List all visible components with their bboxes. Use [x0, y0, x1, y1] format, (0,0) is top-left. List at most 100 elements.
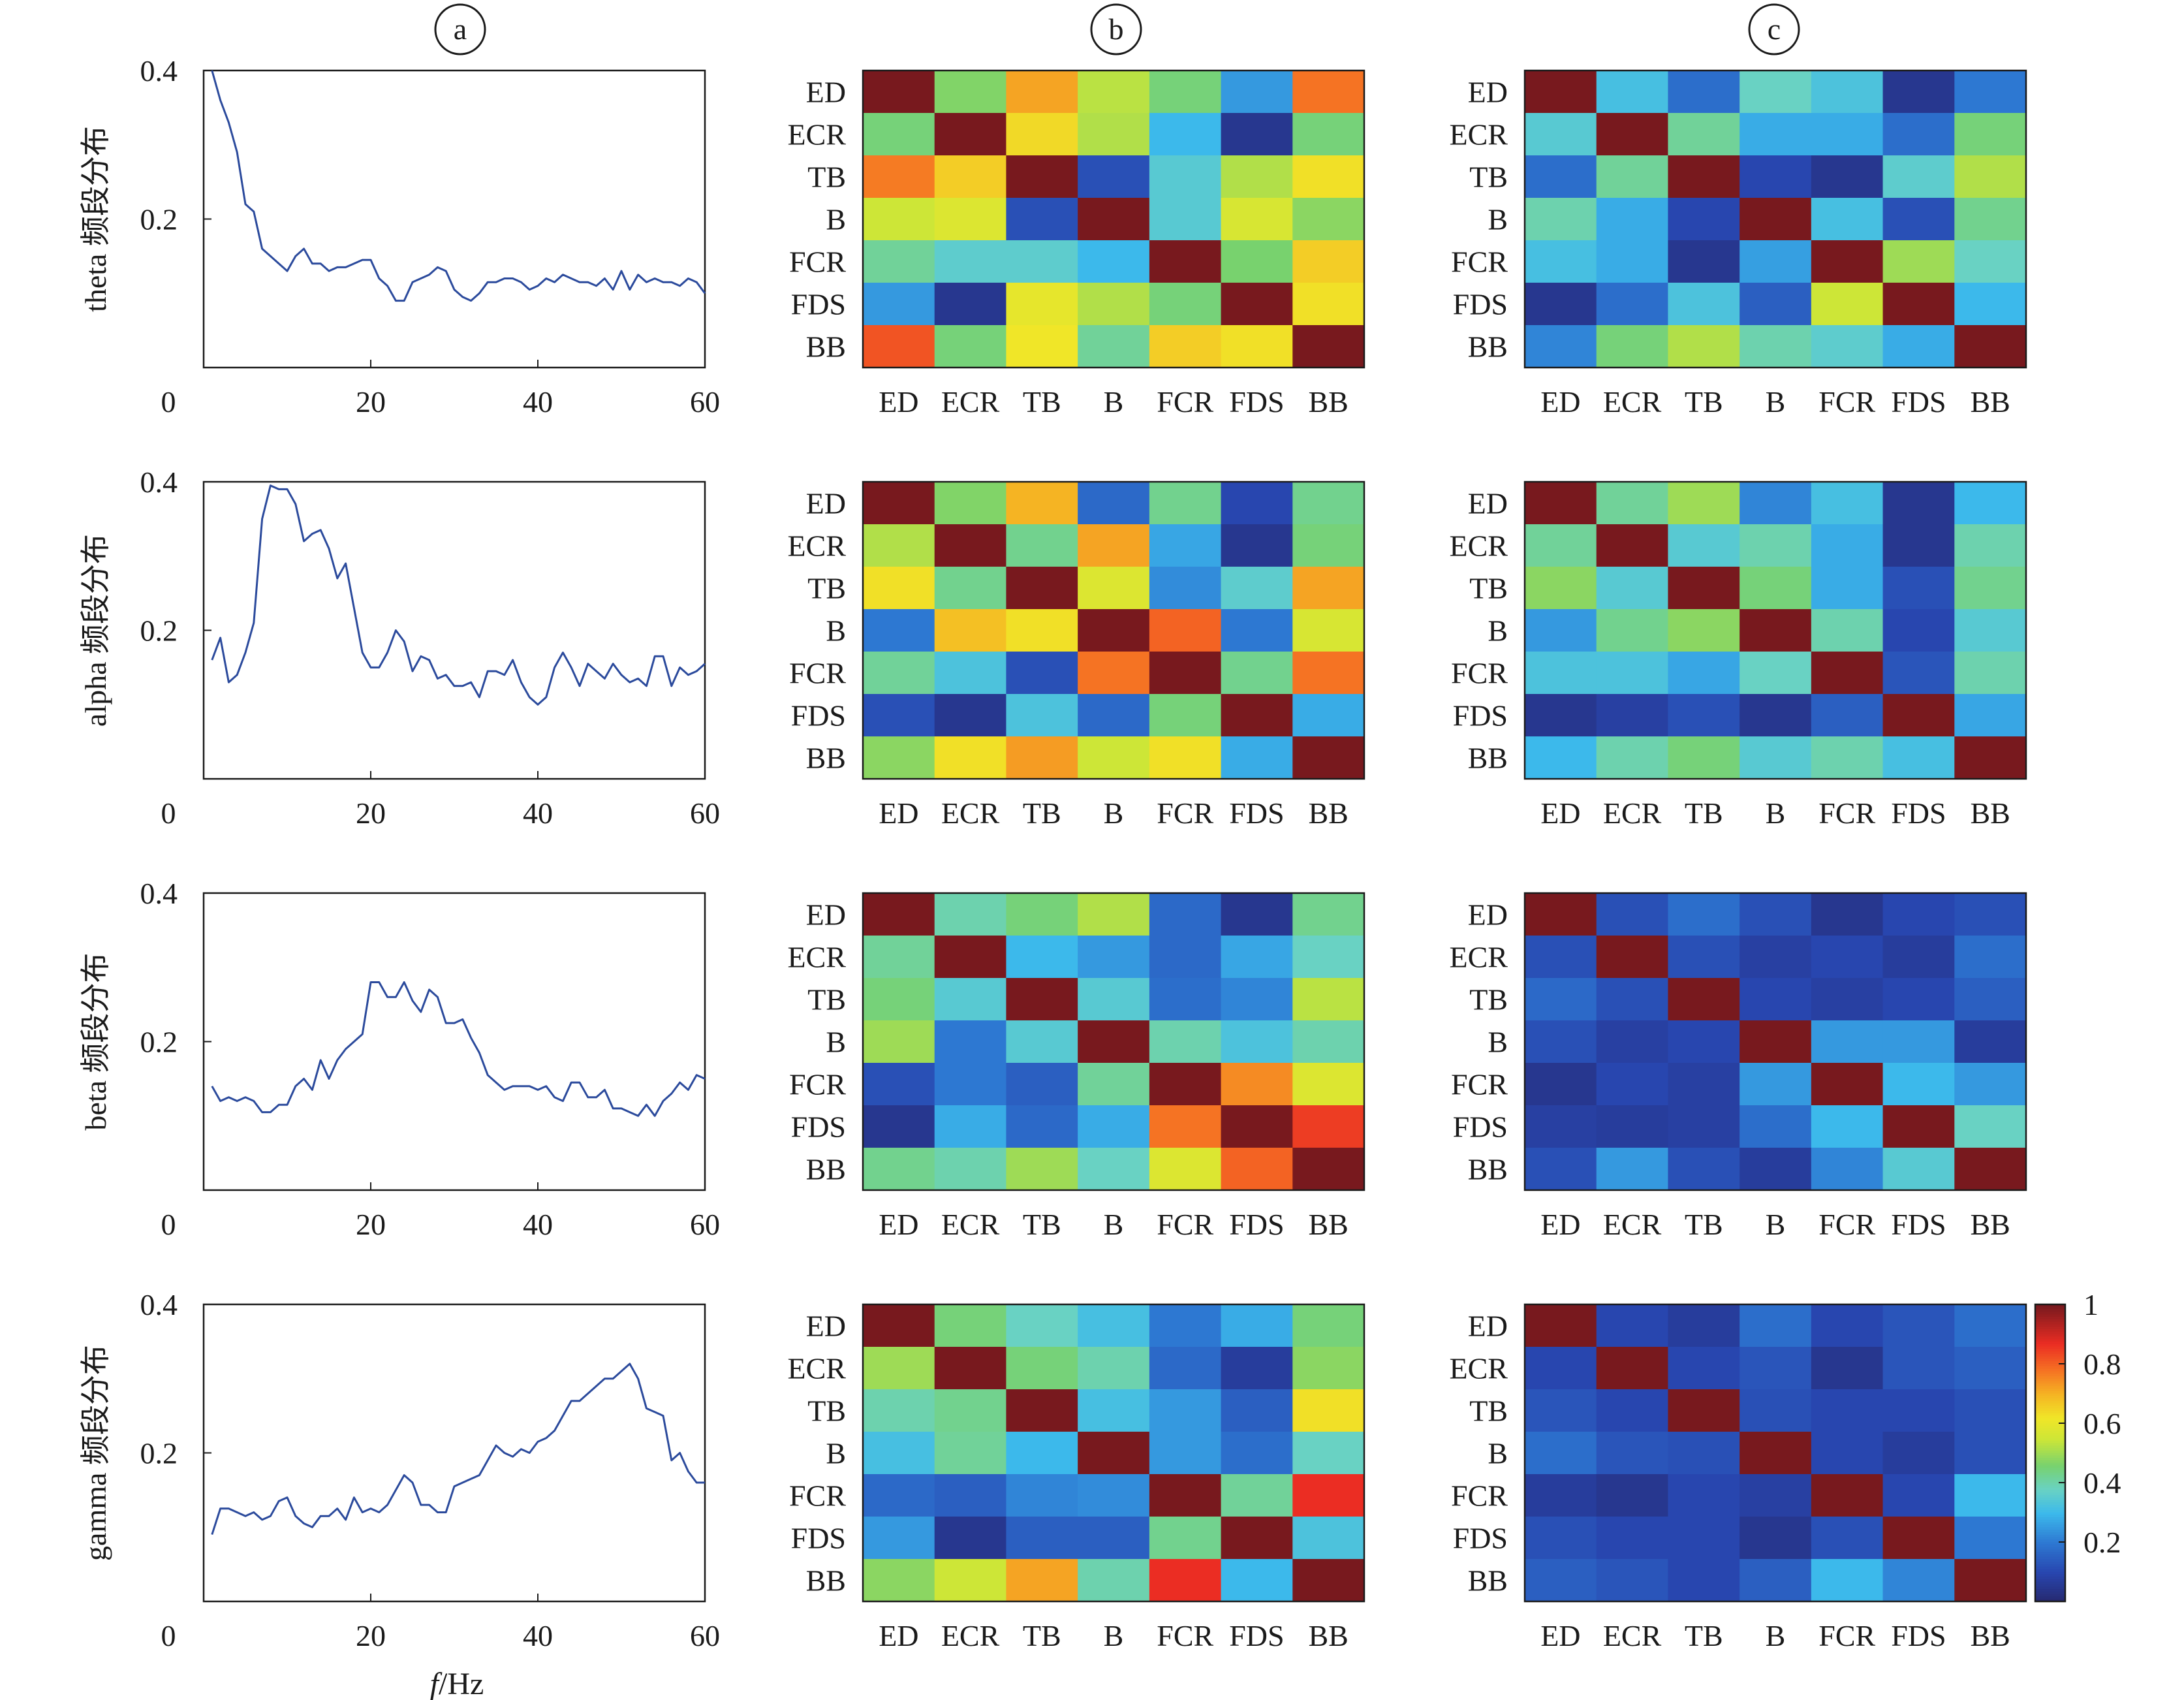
alpha-xtick-label: 40 [523, 796, 553, 830]
heatmap-cell [1739, 198, 1812, 241]
heatmap-cell [863, 325, 935, 368]
colorbar-step [2035, 1571, 2065, 1575]
heatmap-cell [1811, 694, 1884, 737]
colorbar-step [2035, 1341, 2065, 1345]
heatmap-cell [1292, 1517, 1365, 1560]
heatmap-cell [1882, 1347, 1955, 1390]
heatmap-cell [1596, 1347, 1669, 1390]
heatmap-cell [1221, 736, 1293, 779]
heatmap-cell [934, 1063, 1007, 1106]
heatmap-cell [863, 1304, 935, 1347]
colorbar-step [2035, 1544, 2065, 1548]
colorbar-step [2035, 1396, 2065, 1399]
heatmap-cell [1882, 1517, 1955, 1560]
heatmap-cell [1525, 736, 1597, 779]
heatmap-col-label: FDS [1229, 1208, 1284, 1241]
heatmap-col-label: FCR [1818, 796, 1875, 830]
heatmap-cell [863, 1148, 935, 1191]
heatmap-cell [1525, 325, 1597, 368]
colorbar-step [2035, 1351, 2065, 1355]
colorbar-step [2035, 1472, 2065, 1476]
heatmap-cell [1811, 978, 1884, 1021]
colorbar-step [2035, 1364, 2065, 1367]
heatmap-cell [863, 1347, 935, 1390]
heatmap-col-label: BB [1970, 385, 2010, 418]
heatmap-cell [1668, 893, 1740, 936]
heatmap-cell [1292, 1063, 1365, 1106]
heatmap-col-label: FCR [1157, 1619, 1213, 1652]
heatmap-cell [1811, 71, 1884, 114]
heatmap-cell [1596, 325, 1669, 368]
heatmap-col-label: ECR [1603, 1619, 1662, 1652]
heatmap-cell [934, 198, 1007, 241]
heatmap-cell [1006, 936, 1078, 979]
colorbar-step [2035, 1497, 2065, 1501]
colorbar-step [2035, 1507, 2065, 1511]
heatmap-col-label: ED [1540, 1208, 1580, 1241]
heatmap-cell [1882, 283, 1955, 326]
heatmap-col-label: TB [1023, 1619, 1061, 1652]
heatmap-row-label: BB [806, 742, 846, 775]
colorbar-step [2035, 1331, 2065, 1335]
heatmap-cell [1149, 482, 1222, 525]
colorbar-step [2035, 1552, 2065, 1555]
colorbar-step [2035, 1564, 2065, 1567]
heatmap-cell [1006, 567, 1078, 610]
heatmap-cell [1596, 893, 1669, 936]
heatmap-row-label: B [826, 1026, 846, 1059]
heatmap-row-label: FCR [789, 245, 846, 279]
gamma-xtick-label: 40 [523, 1619, 553, 1652]
heatmap-cell [1811, 325, 1884, 368]
heatmap-col-label: BB [1970, 796, 2010, 830]
colorbar-step [2035, 1403, 2065, 1407]
heatmap-row-label: FCR [1451, 657, 1508, 690]
heatmap-cell [1811, 567, 1884, 610]
heatmap-cell [1006, 1474, 1078, 1517]
heatmap-cell [1221, 482, 1293, 525]
heatmap-cell [1221, 1148, 1293, 1191]
heatmap-cell [1811, 1517, 1884, 1560]
heatmap-cell [1221, 1063, 1293, 1106]
colorbar-step [2035, 1435, 2065, 1439]
colorbar-step [2035, 1386, 2065, 1389]
heatmap-row-label: B [1488, 1437, 1508, 1470]
colorbar-step [2035, 1406, 2065, 1409]
heatmap-cell [1739, 325, 1812, 368]
alpha-ylabel: alpha 频段分布 [79, 534, 112, 727]
heatmap-cell [1292, 283, 1365, 326]
heatmap-cell [1739, 652, 1812, 695]
heatmap-row-label: ECR [1450, 529, 1508, 563]
heatmap-cell [1078, 1347, 1150, 1390]
colorbar-step [2035, 1356, 2065, 1360]
heatmap-cell [863, 694, 935, 737]
heatmap-cell [863, 71, 935, 114]
colorbar-step [2035, 1515, 2065, 1518]
heatmap-cell [1954, 978, 2027, 1021]
heatmap-cell [1078, 893, 1150, 936]
heatmap-cell [863, 1432, 935, 1475]
heatmap-cell [1006, 609, 1078, 652]
heatmap-cell [1811, 1304, 1884, 1347]
heatmap-row-label: FCR [789, 657, 846, 690]
heatmap-row-label: ECR [1450, 118, 1508, 151]
heatmap-cell [1292, 652, 1365, 695]
heatmap-cell [1668, 113, 1740, 156]
heatmap-col-label: B [1766, 1208, 1786, 1241]
colorbar-step [2035, 1487, 2065, 1491]
theta-plot-frame [202, 69, 706, 369]
heatmap-cell [1078, 936, 1150, 979]
heatmap-cell [1221, 240, 1293, 283]
heatmap-cell [1882, 1389, 1955, 1432]
heatmap-cell [1525, 1148, 1597, 1191]
heatmap-cell [1954, 325, 2027, 368]
heatmap-cell [1954, 283, 2027, 326]
heatmap-row-label: ED [1468, 487, 1508, 520]
heatmap-cell [1811, 609, 1884, 652]
heatmap-col-label: TB [1023, 1208, 1061, 1241]
heatmap-cell [1882, 325, 1955, 368]
heatmap-row-label: BB [1468, 742, 1508, 775]
heatmap-cell [1954, 1432, 2027, 1475]
heatmap-row-label: BB [1468, 1153, 1508, 1186]
